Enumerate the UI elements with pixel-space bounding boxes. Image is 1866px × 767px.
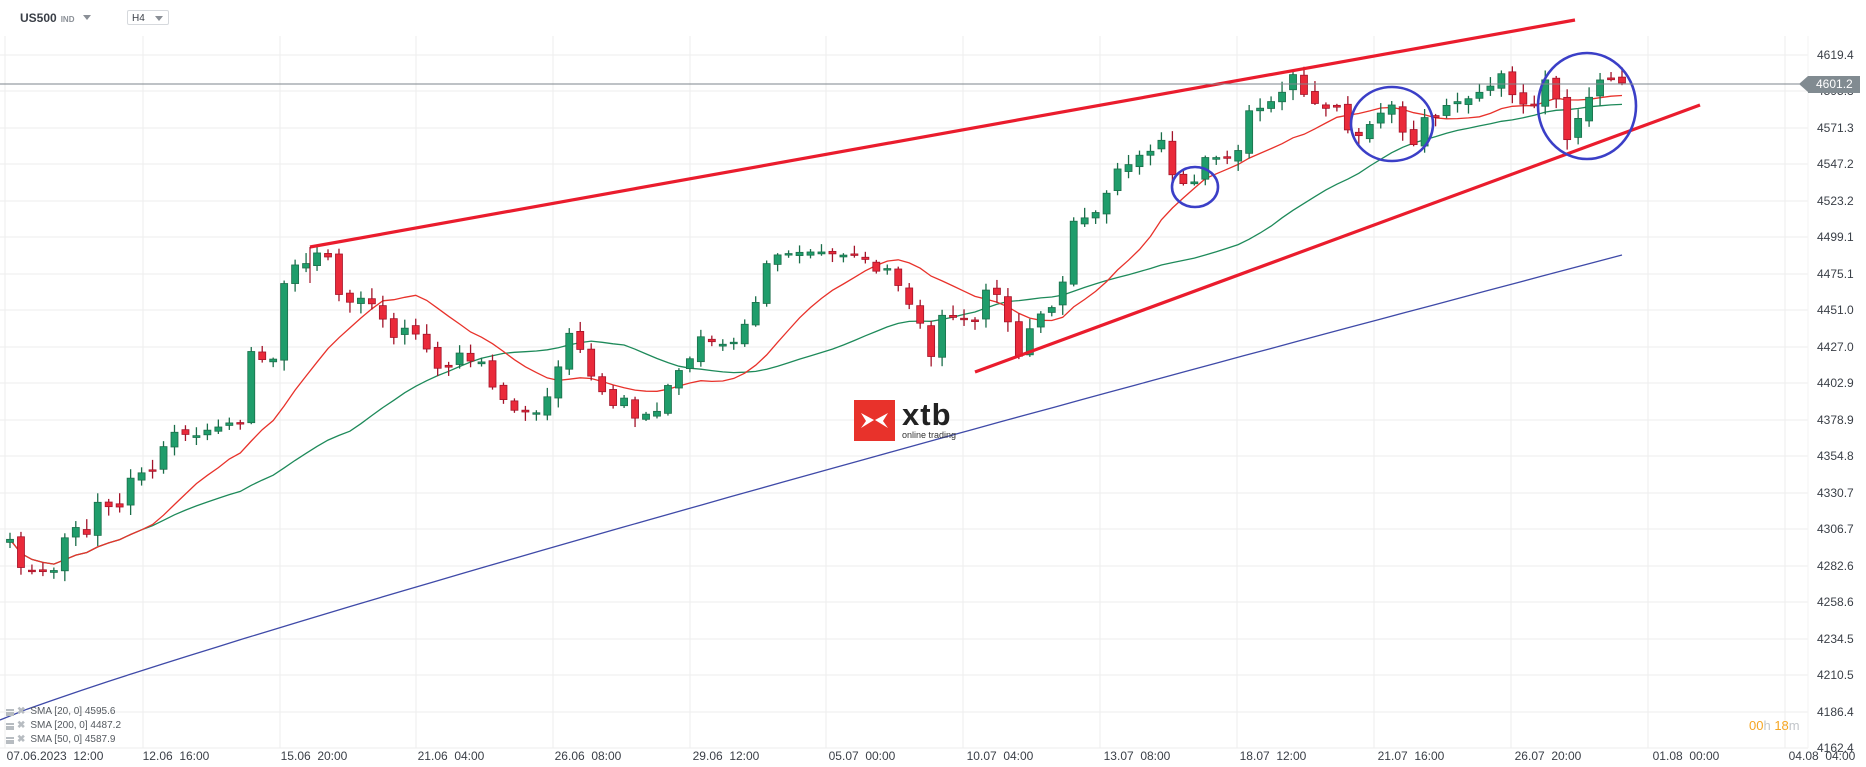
annotation-circle bbox=[1349, 85, 1435, 163]
symbol-class: IND bbox=[60, 15, 75, 24]
annotation-circle bbox=[1536, 51, 1638, 161]
current-price-tag: 4601.2 bbox=[1799, 76, 1860, 93]
xtb-logo-mark-icon bbox=[854, 400, 895, 441]
legend-item-sma20: ✖ SMA [20, 0] 4595.6 bbox=[6, 705, 121, 719]
close-icon[interactable]: ✖ bbox=[17, 720, 26, 731]
price-tick-label: 4451.0 bbox=[1817, 303, 1854, 317]
price-tick-label: 4234.5 bbox=[1817, 632, 1854, 646]
menu-icon[interactable] bbox=[6, 722, 14, 730]
legend-item-sma50: ✖ SMA [50, 0] 4587.9 bbox=[6, 733, 121, 747]
lower-trendline bbox=[974, 103, 1701, 374]
time-tick-label: 01.08 00:00 bbox=[1652, 749, 1720, 763]
menu-icon[interactable] bbox=[6, 736, 14, 744]
time-tick-label: 10.07 04:00 bbox=[966, 749, 1034, 763]
close-icon[interactable]: ✖ bbox=[17, 734, 26, 745]
price-tick-label: 4571.3 bbox=[1817, 121, 1854, 135]
grid bbox=[0, 36, 1809, 749]
legend-label: SMA [50, 0] 4587.9 bbox=[30, 734, 116, 745]
time-tick-label: 18.07 12:00 bbox=[1239, 749, 1307, 763]
legend-label: SMA [200, 0] 4487.2 bbox=[30, 720, 122, 731]
drawing-annotations bbox=[309, 18, 1701, 374]
price-tick-label: 4475.1 bbox=[1817, 267, 1854, 281]
sma-20-line bbox=[9, 94, 1623, 565]
price-tick-label: 4210.5 bbox=[1817, 668, 1854, 682]
logo-wordmark: xtb bbox=[902, 397, 952, 432]
candlesticks bbox=[6, 66, 1626, 582]
time-tick-label: 21.06 04:00 bbox=[417, 749, 485, 763]
indicator-legend: ✖ SMA [20, 0] 4595.6 ✖ SMA [200, 0] 4487.2… bbox=[6, 705, 121, 747]
logo-tagline: online trading bbox=[902, 430, 957, 440]
time-tick-label: 12.06 16:00 bbox=[142, 749, 210, 763]
time-tick-label: 21.07 16:00 bbox=[1377, 749, 1445, 763]
chevron-down-icon bbox=[155, 16, 163, 21]
upper-trendline bbox=[309, 18, 1576, 249]
timeframe-dropdown[interactable]: H4 bbox=[127, 10, 169, 25]
symbol-name: US500 bbox=[20, 11, 57, 25]
price-tick-label: 4378.9 bbox=[1817, 413, 1854, 427]
price-tick-label: 4330.7 bbox=[1817, 486, 1854, 500]
candle-countdown: 00h 18m bbox=[1749, 718, 1800, 733]
time-tick-label: 05.07 00:00 bbox=[828, 749, 896, 763]
price-tick-label: 4619.4 bbox=[1817, 48, 1854, 62]
price-tick-label: 4402.9 bbox=[1817, 376, 1854, 390]
price-tick-label: 4258.6 bbox=[1817, 595, 1854, 609]
price-tick-label: 4499.1 bbox=[1817, 230, 1854, 244]
chevron-down-icon bbox=[83, 15, 92, 20]
sma-50-line bbox=[9, 103, 1623, 565]
timeframe-value: H4 bbox=[132, 13, 145, 24]
menu-icon[interactable] bbox=[6, 708, 14, 716]
time-tick-label: 04.08 04:00 bbox=[1788, 749, 1856, 763]
legend-item-sma200: ✖ SMA [200, 0] 4487.2 bbox=[6, 719, 121, 733]
price-tick-label: 4523.2 bbox=[1817, 194, 1854, 208]
close-icon[interactable]: ✖ bbox=[17, 706, 26, 717]
price-tick-label: 4427.0 bbox=[1817, 340, 1854, 354]
symbol-selector[interactable]: US500 IND bbox=[20, 11, 92, 25]
price-tick-label: 4162.4 bbox=[1817, 741, 1854, 755]
price-tick-label: 4186.4 bbox=[1817, 705, 1854, 719]
price-tick-label: 4354.8 bbox=[1817, 449, 1854, 463]
time-tick-label: 29.06 12:00 bbox=[692, 749, 760, 763]
xtb-logo: xtb online trading bbox=[854, 397, 957, 441]
sma-200-line bbox=[0, 254, 1623, 721]
price-tick-label: 4547.2 bbox=[1817, 157, 1854, 171]
price-tick-label: 4282.6 bbox=[1817, 559, 1854, 573]
annotation-circle bbox=[1170, 165, 1220, 209]
chart-toolbar: US500 IND H4 bbox=[0, 0, 1866, 36]
time-tick-label: 13.07 08:00 bbox=[1103, 749, 1171, 763]
time-tick-label: 26.07 20:00 bbox=[1514, 749, 1582, 763]
legend-label: SMA [20, 0] 4595.6 bbox=[30, 706, 116, 717]
price-tick-label: 4306.7 bbox=[1817, 522, 1854, 536]
time-tick-label: 26.06 08:00 bbox=[554, 749, 622, 763]
time-tick-label: 15.06 20:00 bbox=[280, 749, 348, 763]
time-tick-label: 07.06.2023 12:00 bbox=[6, 749, 104, 763]
